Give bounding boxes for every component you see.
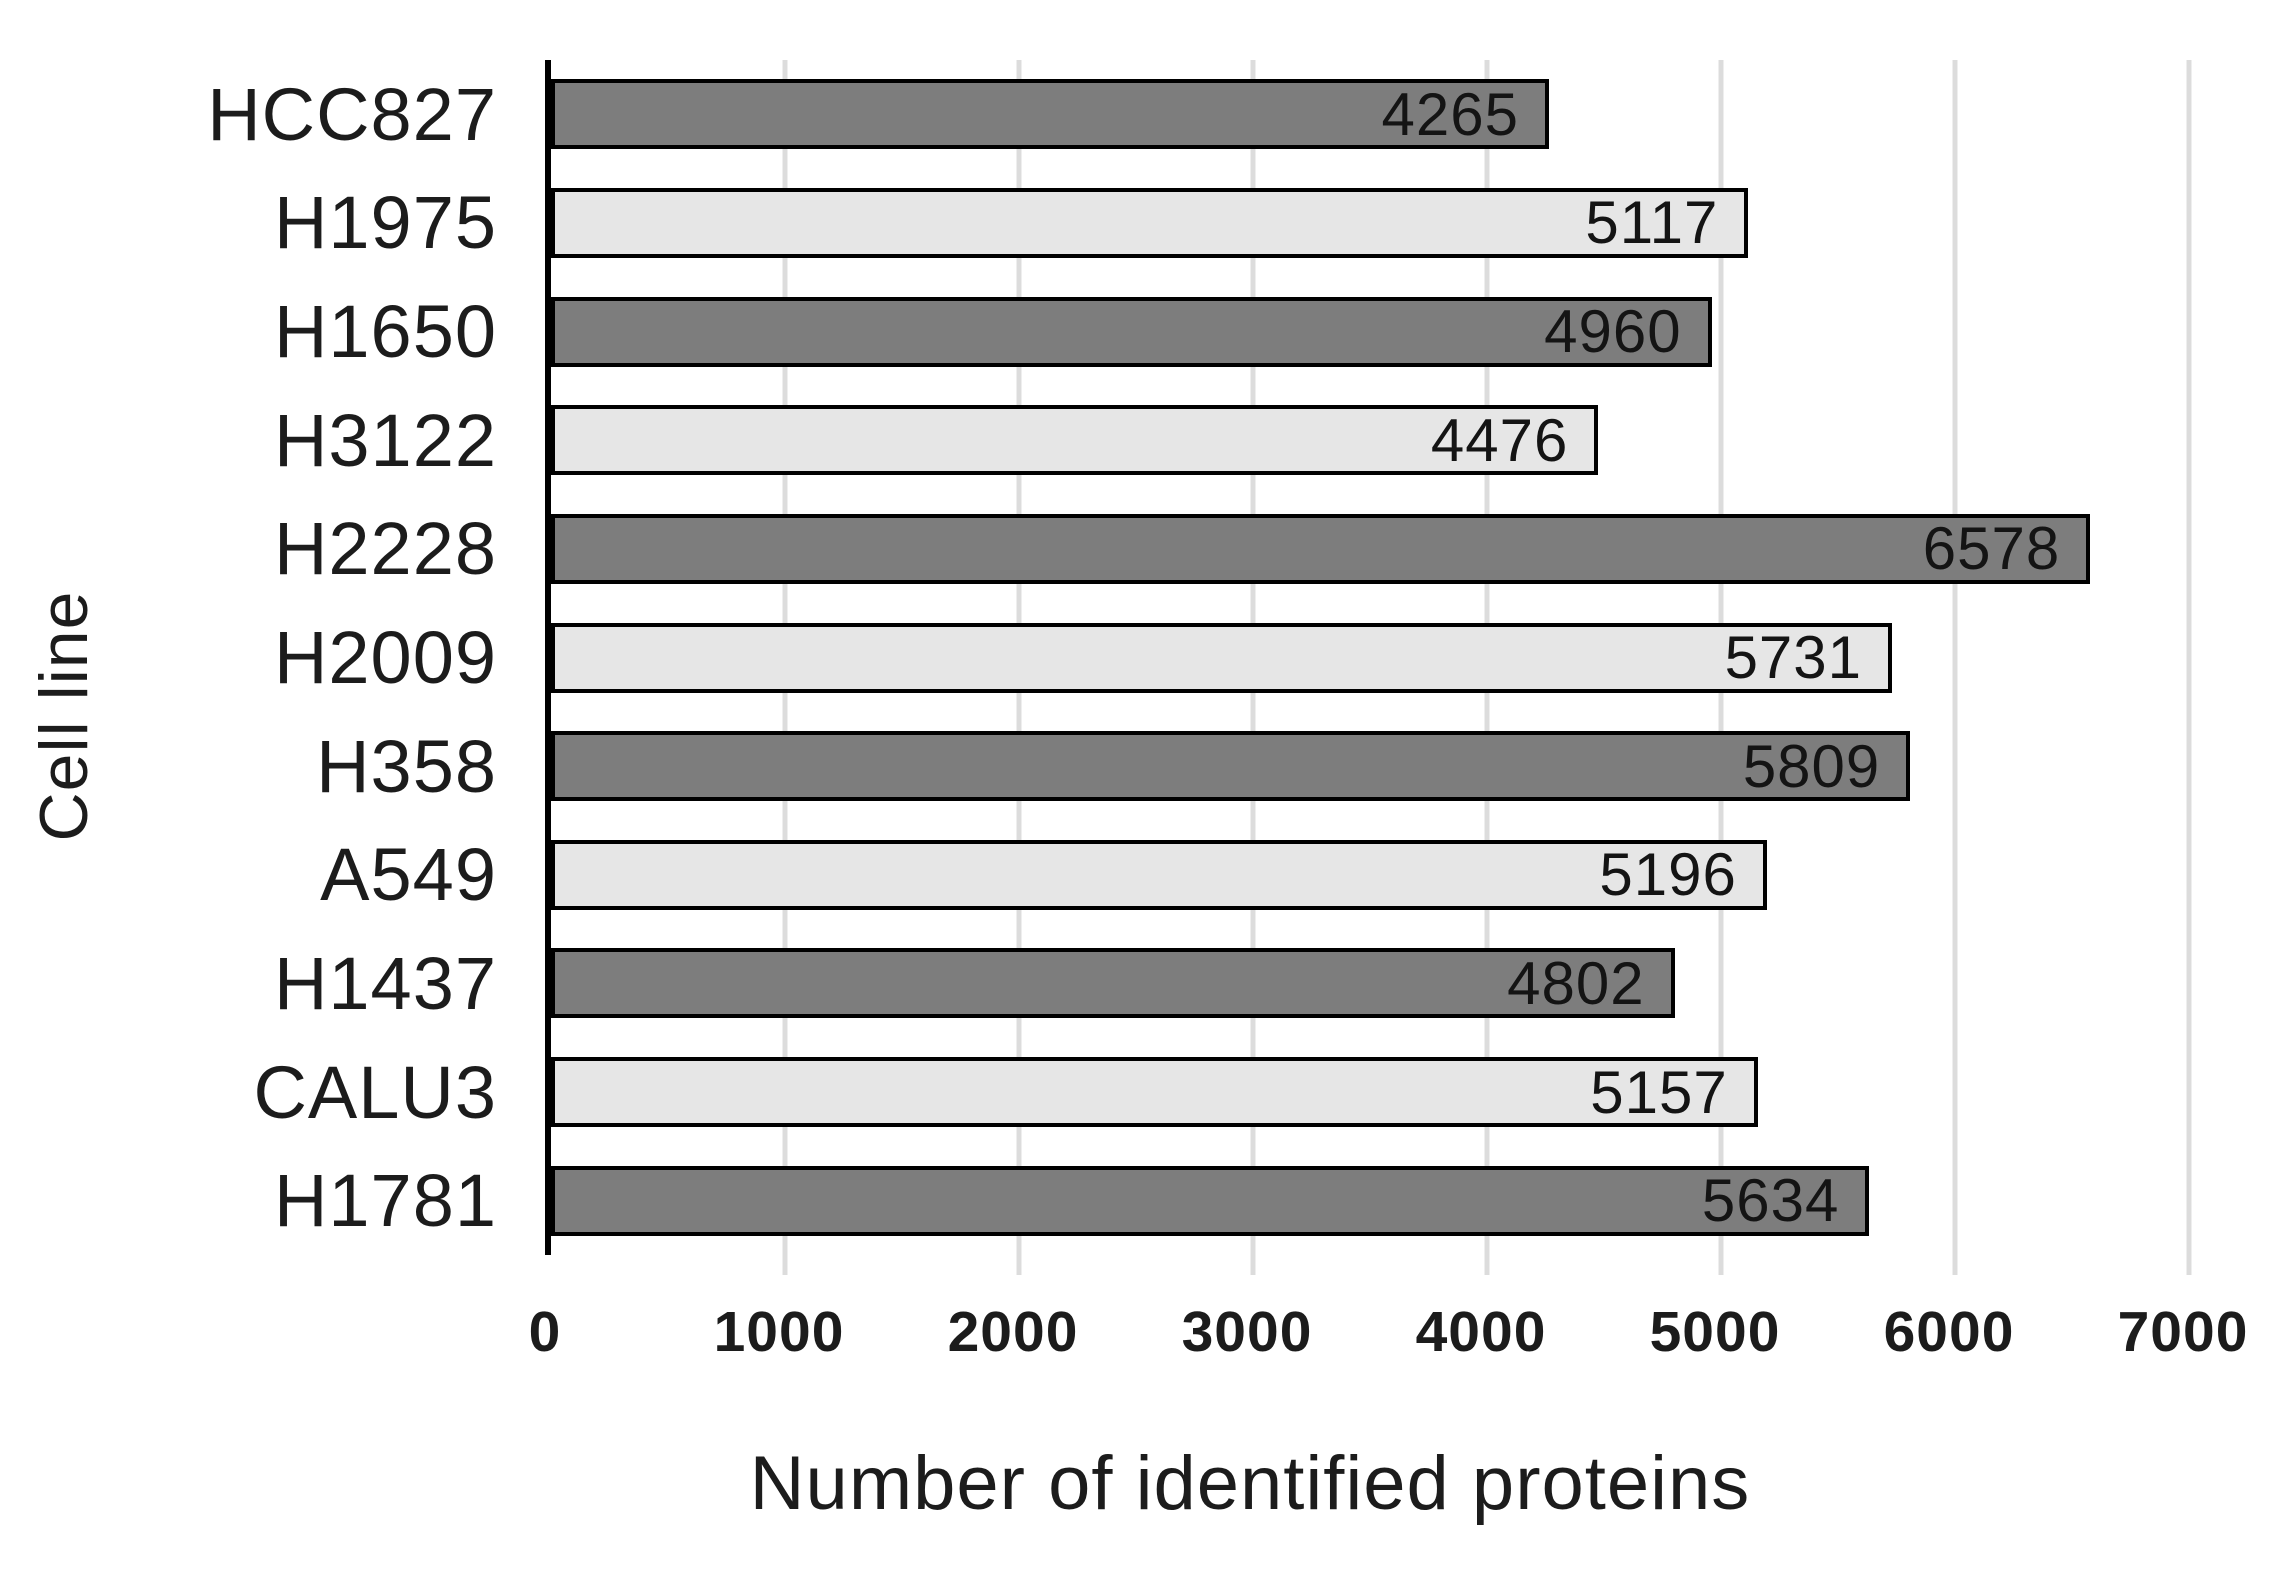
category-label-h358: H358 xyxy=(316,724,497,808)
bar-row: 5731 xyxy=(551,603,2189,712)
x-tick-label-5000: 5000 xyxy=(1649,1300,1781,1364)
bar-a549: 5196 xyxy=(551,839,1767,910)
x-tick-label-4000: 4000 xyxy=(1415,1300,1547,1364)
bar-h1650: 4960 xyxy=(551,296,1712,367)
bar-calu3: 5157 xyxy=(551,1057,1758,1128)
bar-value-label: 5634 xyxy=(1701,1167,1840,1235)
bar-value-label: 6578 xyxy=(1922,515,2061,583)
category-label-h3122: H3122 xyxy=(273,398,497,482)
category-label-h2009: H2009 xyxy=(273,616,497,700)
bar-h2228: 6578 xyxy=(551,513,2091,584)
x-axis-title: Number of identified proteins xyxy=(749,1441,1751,1526)
bar-row: 5117 xyxy=(551,169,2189,278)
plot-area: 4265 5117 4960 4476 6578 5731 5809 5196 4802 5157… xyxy=(545,60,2192,1275)
bar-series: 4265 5117 4960 4476 6578 5731 5809 5196 4802 5157… xyxy=(551,60,2189,1255)
bar-row: 5634 xyxy=(551,1146,2189,1255)
category-label-calu3: CALU3 xyxy=(253,1050,497,1134)
category-axis-labels: HCC827 H1975 H1650 H3122 H2228 H2009 H358 A549 H… xyxy=(0,60,497,1255)
bar-hcc827: 4265 xyxy=(551,79,1549,150)
bar-value-label: 4476 xyxy=(1430,406,1569,474)
bar-value-label: 5196 xyxy=(1599,841,1737,909)
bar-row: 5196 xyxy=(551,820,2189,929)
x-tick-label-3000: 3000 xyxy=(1181,1300,1313,1364)
category-label-h1650: H1650 xyxy=(273,290,497,374)
x-tick-label-7000: 7000 xyxy=(2117,1300,2249,1364)
bar-row: 4960 xyxy=(551,277,2189,386)
category-label-h2228: H2228 xyxy=(273,507,497,591)
gridline-7000 xyxy=(2186,60,2192,1275)
category-label-a549: A549 xyxy=(320,833,497,917)
bar-h3122: 4476 xyxy=(551,405,1599,476)
x-tick-label-6000: 6000 xyxy=(1883,1300,2015,1364)
bar-row: 4265 xyxy=(551,60,2189,169)
bar-row: 4802 xyxy=(551,929,2189,1038)
bar-value-label: 4265 xyxy=(1381,80,1519,148)
category-label-hcc827: HCC827 xyxy=(207,72,497,156)
bar-row: 4476 xyxy=(551,386,2189,495)
bar-row: 5809 xyxy=(551,712,2189,821)
category-label-h1781: H1781 xyxy=(273,1159,497,1243)
bar-row: 5157 xyxy=(551,1038,2189,1147)
x-tick-label-0: 0 xyxy=(528,1300,562,1364)
bar-h1975: 5117 xyxy=(551,187,1749,258)
bar-value-label: 4960 xyxy=(1544,298,1682,366)
bar-h1781: 5634 xyxy=(551,1165,1870,1236)
x-axis-ticks: 0 1000 2000 3000 4000 5000 6000 7000 xyxy=(529,1300,2248,1364)
bar-value-label: 5731 xyxy=(1724,624,1863,692)
bar-h2009: 5731 xyxy=(551,622,1893,693)
bar-h1437: 4802 xyxy=(551,948,1675,1019)
x-tick-label-1000: 1000 xyxy=(713,1300,845,1364)
bar-value-label: 5117 xyxy=(1585,189,1719,257)
bar-h358: 5809 xyxy=(551,731,1911,802)
category-label-h1437: H1437 xyxy=(273,941,497,1025)
bar-value-label: 5809 xyxy=(1742,732,1881,800)
x-tick-label-2000: 2000 xyxy=(947,1300,1079,1364)
bar-value-label: 5157 xyxy=(1590,1058,1728,1126)
category-label-h1975: H1975 xyxy=(273,181,497,265)
gridline-6000 xyxy=(1952,60,1958,1275)
bar-value-label: 4802 xyxy=(1507,949,1645,1017)
bar-row: 6578 xyxy=(551,495,2189,604)
